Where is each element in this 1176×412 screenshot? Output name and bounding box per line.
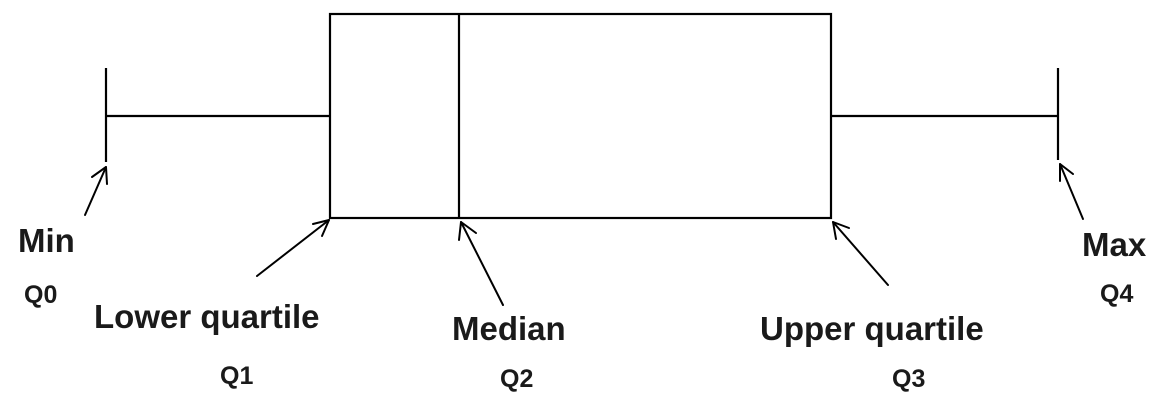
upper-quartile-label: Upper quartile: [760, 310, 984, 347]
q3-label: Q3: [892, 365, 925, 393]
q0-label: Q0: [24, 281, 57, 309]
q2-label: Q2: [500, 365, 533, 393]
upper-quartile-arrow: [832, 221, 889, 286]
max-arrow: [1059, 163, 1084, 220]
lower-quartile-label: Lower quartile: [94, 298, 320, 335]
median-arrow: [458, 221, 504, 306]
lower-quartile-arrow: [256, 219, 330, 277]
max-label: Max: [1082, 226, 1147, 263]
min-label: Min: [18, 222, 75, 259]
q1-label: Q1: [220, 362, 253, 390]
median-label: Median: [452, 310, 566, 347]
q4-label: Q4: [1100, 280, 1133, 308]
interquartile-box: [328, 12, 833, 220]
min-arrow: [84, 166, 108, 216]
